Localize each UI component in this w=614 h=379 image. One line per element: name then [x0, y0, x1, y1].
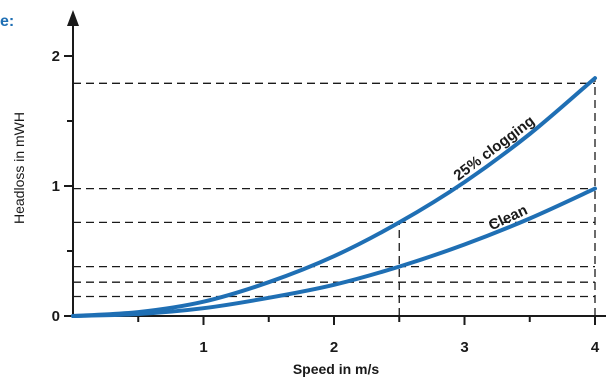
series-label-clogging: 25% clogging [451, 113, 538, 185]
x-axis-label: Speed in m/s [293, 361, 380, 377]
axes [67, 10, 606, 318]
corner-text: e: [0, 13, 14, 30]
ticks [64, 55, 596, 325]
series-line-1 [71, 186, 597, 318]
y-axis-label: Headloss in mWH [11, 112, 27, 224]
curves [71, 76, 597, 318]
x-tick-label-3: 3 [460, 339, 468, 356]
y-tick-label-0: 0 [52, 308, 60, 325]
x-tick-label-2: 2 [330, 339, 338, 356]
y-tick-label-2: 2 [52, 48, 60, 65]
reference-lines [73, 78, 596, 316]
x-tick-label-1: 1 [199, 339, 207, 356]
tick-labels: 1 2 3 4 0 1 2 [52, 48, 600, 356]
y-tick-label-1: 1 [52, 178, 60, 195]
y-axis-arrow-icon [67, 10, 79, 26]
x-tick-label-4: 4 [591, 339, 600, 356]
series-line-0 [71, 76, 597, 318]
